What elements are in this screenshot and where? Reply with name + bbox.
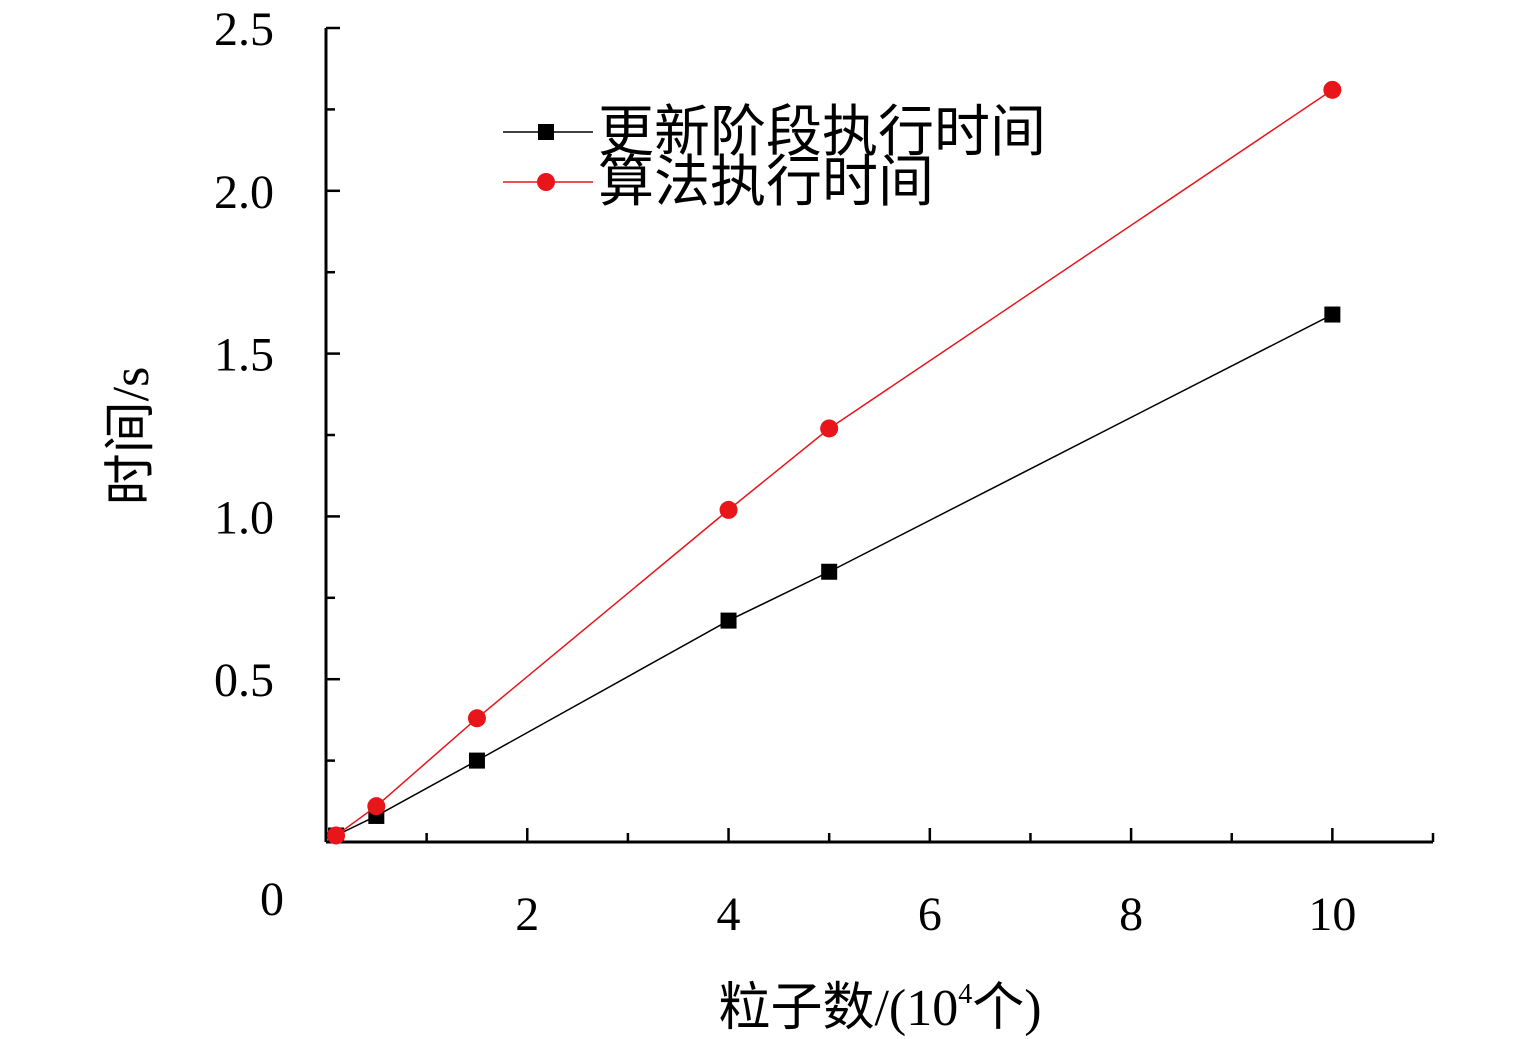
y-tick-label: 1.5 xyxy=(214,329,274,382)
data-point-circle xyxy=(367,797,386,816)
labels-layer: 0 粒子数/(104个) 时间/s 2 4 6 8 100.51.01.52.02.5 xyxy=(103,3,1356,1037)
x-axis-title: 粒子数/(104个) xyxy=(718,979,1041,1037)
data-point-circle xyxy=(467,709,486,728)
legend-label-1: 更新阶段执行时间 xyxy=(598,102,1046,164)
x-axis-title-tail: 个) xyxy=(972,980,1041,1037)
y-tick-label: 1.0 xyxy=(214,491,274,544)
x-tick-label: 4 xyxy=(717,888,741,941)
x-tick-label: 6 xyxy=(918,888,942,941)
y-axis-title: 时间/s xyxy=(103,367,160,506)
data-point-circle xyxy=(820,419,839,438)
x-tick-label: 10 xyxy=(1308,888,1356,941)
origin-label: 0 xyxy=(260,873,284,926)
x-tick-label: 2 xyxy=(515,888,539,941)
x-tick-label: 8 xyxy=(1119,888,1143,941)
y-tick-label: 2.5 xyxy=(214,3,274,56)
legend-marker-square xyxy=(538,124,554,140)
data-point-square xyxy=(720,612,737,629)
data-point-square xyxy=(1324,306,1341,323)
legend-marker-circle xyxy=(537,173,555,191)
legend-label-2: 算法执行时间 xyxy=(598,152,934,214)
series-layer xyxy=(327,80,1342,845)
data-point-circle xyxy=(719,500,738,519)
x-axis-title-superscript: 4 xyxy=(958,979,972,1010)
x-axis-title-main: 粒子数/(10 xyxy=(718,980,958,1037)
y-tick-label: 2.0 xyxy=(214,166,274,219)
data-point-square xyxy=(821,563,838,580)
data-point-circle xyxy=(327,826,346,845)
data-point-square xyxy=(468,752,485,769)
data-point-circle xyxy=(1323,80,1342,99)
y-tick-label: 0.5 xyxy=(214,654,274,707)
